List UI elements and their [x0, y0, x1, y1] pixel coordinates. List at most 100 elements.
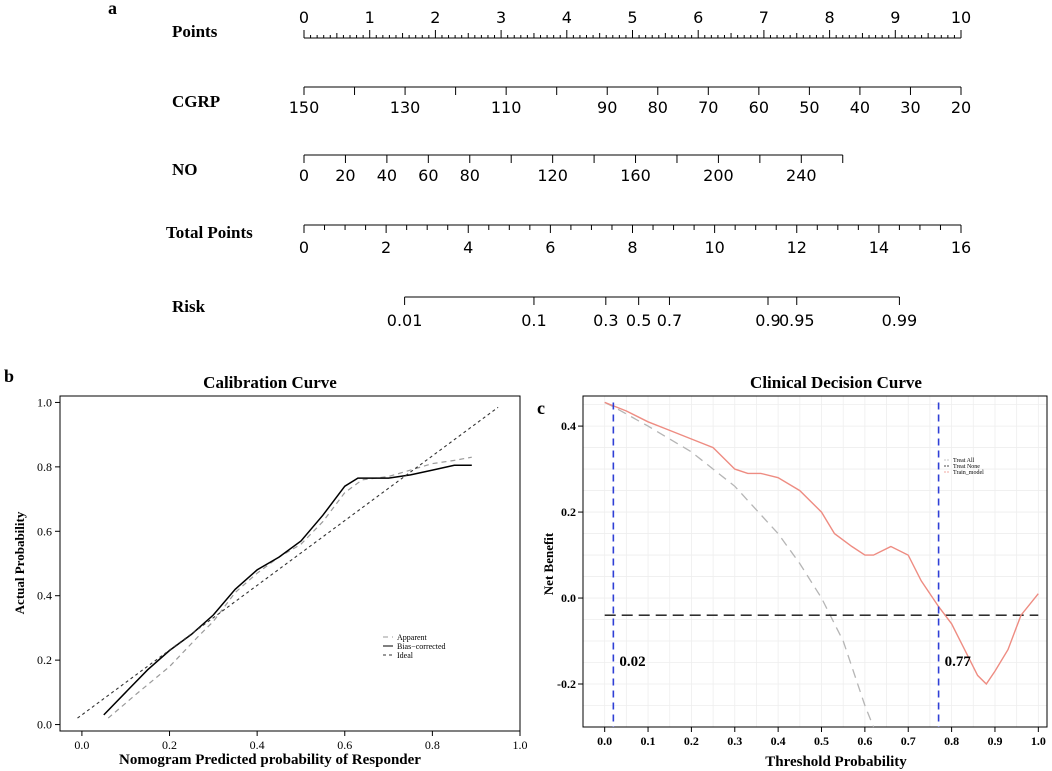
- decision-y-tick-label: 0.0: [561, 591, 576, 605]
- calibration-y-label: Actual Probability: [12, 511, 27, 614]
- calibration-title: Calibration Curve: [203, 373, 337, 392]
- cgrp-tick-label: 70: [698, 98, 718, 117]
- points-tick-label: 10: [951, 8, 971, 27]
- decision-x-tick-label: 0.2: [684, 734, 699, 748]
- cgrp-tick-label: 60: [749, 98, 769, 117]
- cgrp-tick-label: 90: [597, 98, 617, 117]
- decision-x-label: Threshold Probability: [765, 754, 907, 770]
- points-tick-label: 2: [430, 8, 440, 27]
- decision-x-tick-label: 0.8: [944, 734, 959, 748]
- total-points-tick-label: 12: [787, 238, 807, 257]
- panel-label-b: b: [4, 366, 14, 386]
- decision-y-tick-label: 0.4: [561, 419, 576, 433]
- calibration-y-tick-label: 0.4: [37, 589, 52, 603]
- decision-y-label: Net Benefit: [541, 532, 556, 595]
- cgrp-tick-label: 20: [951, 98, 971, 117]
- no-tick-label: 240: [786, 166, 817, 185]
- calibration-legend-entry: Ideal: [397, 651, 414, 660]
- decision-x-tick-label: 0.9: [987, 734, 1002, 748]
- no-tick-label: 200: [703, 166, 734, 185]
- decision-series-treat-all: [604, 401, 875, 728]
- decision-chart: Clinical Decision Curve Threshold Probab…: [541, 373, 1048, 770]
- decision-plot-frame: [582, 395, 1048, 728]
- risk-tick-label: 0.3: [593, 311, 618, 330]
- cgrp-tick-label: 30: [900, 98, 920, 117]
- decision-threshold-label: 0.02: [619, 654, 645, 670]
- points-tick-label: 1: [365, 8, 375, 27]
- risk-tick-label: 0.99: [882, 311, 918, 330]
- decision-series-train-model: [604, 401, 1039, 686]
- risk-tick-label: 0.1: [521, 311, 546, 330]
- no-tick-label: 80: [460, 166, 480, 185]
- points-tick-label: 4: [562, 8, 572, 27]
- decision-legend-entry: Treat All: [953, 458, 975, 464]
- calibration-x-tick-label: 0.2: [162, 738, 177, 752]
- nomogram-row-label: CGRP: [172, 92, 220, 111]
- panel-label-a: a: [108, 0, 117, 18]
- cgrp-tick-label: 150: [289, 98, 320, 117]
- decision-x-tick-label: 0.0: [597, 734, 612, 748]
- calibration-x-tick-label: 0.4: [250, 738, 265, 752]
- points-tick-label: 6: [693, 8, 703, 27]
- cgrp-tick-label: 50: [799, 98, 819, 117]
- calibration-legend-entry: Apparent: [397, 633, 428, 642]
- risk-tick-label: 0.95: [779, 311, 815, 330]
- no-tick-label: 40: [377, 166, 397, 185]
- no-tick-label: 0: [299, 166, 309, 185]
- decision-y-tick-label: -0.2: [557, 677, 576, 691]
- risk-tick-label: 0.7: [657, 311, 682, 330]
- nomogram-row-label: Total Points: [166, 223, 253, 242]
- decision-x-tick-label: 0.5: [814, 734, 829, 748]
- decision-x-tick-label: 0.7: [901, 734, 916, 748]
- decision-x-tick-label: 1.0: [1031, 734, 1046, 748]
- no-tick-label: 60: [418, 166, 438, 185]
- points-tick-label: 0: [299, 8, 309, 27]
- total-points-tick-label: 8: [627, 238, 637, 257]
- nomogram-row-label: Points: [172, 22, 218, 41]
- no-tick-label: 160: [620, 166, 651, 185]
- total-points-tick-label: 0: [299, 238, 309, 257]
- no-tick-label: 120: [537, 166, 568, 185]
- decision-legend-entry: Train_model: [953, 470, 984, 476]
- total-points-tick-label: 10: [704, 238, 724, 257]
- calibration-y-tick-label: 0.8: [37, 460, 52, 474]
- risk-tick-label: 0.01: [387, 311, 423, 330]
- calibration-legend-entry: Bias−corrected: [397, 642, 446, 651]
- decision-x-tick-label: 0.6: [857, 734, 872, 748]
- calibration-x-tick-label: 1.0: [513, 738, 528, 752]
- risk-tick-label: 0.5: [626, 311, 651, 330]
- calibration-x-tick-label: 0.8: [425, 738, 440, 752]
- total-points-tick-label: 2: [381, 238, 391, 257]
- calibration-y-tick-label: 0.0: [37, 718, 52, 732]
- cgrp-tick-label: 110: [491, 98, 522, 117]
- calibration-x-label: Nomogram Predicted probability of Respon…: [119, 752, 421, 768]
- calibration-series-ideal: [77, 406, 499, 719]
- calibration-series-bias-corrected: [103, 464, 472, 716]
- cgrp-tick-label: 80: [648, 98, 668, 117]
- no-tick-label: 20: [335, 166, 355, 185]
- decision-y-tick-label: 0.2: [561, 505, 576, 519]
- points-tick-label: 5: [627, 8, 637, 27]
- calibration-plot-frame: [59, 395, 521, 732]
- risk-tick-label: 0.9: [755, 311, 780, 330]
- total-points-tick-label: 14: [869, 238, 889, 257]
- calibration-y-tick-label: 0.2: [37, 653, 52, 667]
- calibration-chart: Calibration Curve Nomogram Predicted pro…: [12, 373, 528, 768]
- points-tick-label: 9: [890, 8, 900, 27]
- nomogram-row-label: Risk: [172, 297, 206, 316]
- calibration-series-apparent: [107, 456, 472, 719]
- calibration-x-tick-label: 0.0: [74, 738, 89, 752]
- calibration-y-tick-label: 1.0: [37, 395, 52, 409]
- decision-legend-entry: Treat None: [953, 464, 980, 470]
- decision-x-tick-label: 0.3: [727, 734, 742, 748]
- decision-title: Clinical Decision Curve: [750, 373, 922, 392]
- cgrp-tick-label: 130: [390, 98, 421, 117]
- decision-threshold-label: 0.77: [945, 654, 972, 670]
- points-tick-label: 8: [825, 8, 835, 27]
- decision-x-tick-label: 0.4: [771, 734, 786, 748]
- calibration-y-tick-label: 0.6: [37, 524, 52, 538]
- total-points-tick-label: 6: [545, 238, 555, 257]
- calibration-marks: 0.0 0.2 0.4 0.6 0.8 1.0 0.0 0.2 0.4 0.6 0.8 1.0 Appa…: [37, 395, 528, 752]
- decision-x-tick-label: 0.1: [641, 734, 656, 748]
